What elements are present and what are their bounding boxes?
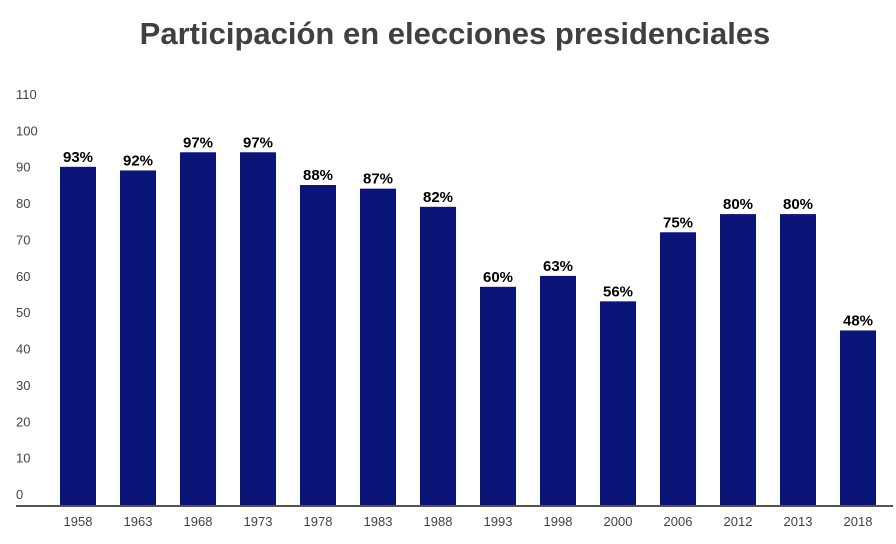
y-tick-label: 40 [16, 342, 30, 357]
x-tick-label: 1978 [304, 514, 333, 529]
y-tick-label: 80 [16, 196, 30, 211]
data-label: 93% [63, 149, 93, 166]
data-label: 97% [243, 134, 273, 151]
bar-2012 [720, 214, 756, 505]
bar-1988 [420, 206, 456, 505]
x-tick-label: 1983 [364, 514, 393, 529]
bar-1958 [60, 166, 96, 505]
y-tick-label: 110 [16, 87, 37, 102]
x-tick-label: 2012 [724, 514, 753, 529]
y-tick-label: 100 [16, 123, 38, 138]
bar-1983 [360, 188, 396, 506]
data-label: 60% [483, 269, 513, 286]
data-label: 48% [843, 312, 873, 329]
bar-2013 [780, 214, 816, 505]
data-label: 92% [123, 152, 153, 169]
bar-1973 [240, 152, 276, 506]
x-tick-label: 2006 [664, 514, 693, 529]
y-tick-label: 50 [16, 305, 30, 320]
data-label: 75% [663, 214, 693, 231]
data-label: 63% [543, 258, 573, 275]
y-tick-label: 0 [16, 487, 23, 502]
data-label: 80% [723, 196, 753, 213]
x-tick-label: 1958 [64, 514, 93, 529]
data-label: 82% [423, 189, 453, 206]
x-tick-label: 1968 [184, 514, 213, 529]
y-tick-label: 60 [16, 269, 30, 284]
chart-title: Participación en elecciones presidencial… [139, 16, 771, 51]
data-label: 56% [603, 283, 633, 300]
bar-2000 [600, 301, 636, 505]
bar-1998 [540, 275, 576, 505]
x-tick-label: 2000 [604, 514, 633, 529]
y-tick-label: 20 [16, 414, 30, 429]
y-tick-label: 90 [16, 160, 30, 175]
x-tick-label: 1963 [124, 514, 153, 529]
bar-1993 [480, 286, 516, 505]
x-tick-label: 2018 [844, 514, 873, 529]
data-label: 97% [183, 134, 213, 151]
bar-1968 [180, 152, 216, 506]
y-tick-label: 30 [16, 378, 30, 393]
x-tick-label: 1998 [544, 514, 573, 529]
x-tick-label: 1988 [424, 514, 453, 529]
bar-1978 [300, 185, 336, 505]
y-tick-label: 70 [16, 232, 30, 247]
data-label: 87% [363, 171, 393, 188]
bar-1963 [120, 170, 156, 506]
y-tick-label: 10 [16, 451, 30, 466]
data-label: 80% [783, 196, 813, 213]
data-label: 88% [303, 167, 333, 184]
x-tick-label: 2013 [784, 514, 813, 529]
x-tick-label: 1973 [244, 514, 273, 529]
bar-2006 [660, 232, 696, 506]
x-tick-label: 1993 [484, 514, 513, 529]
bar-2018 [840, 330, 876, 505]
